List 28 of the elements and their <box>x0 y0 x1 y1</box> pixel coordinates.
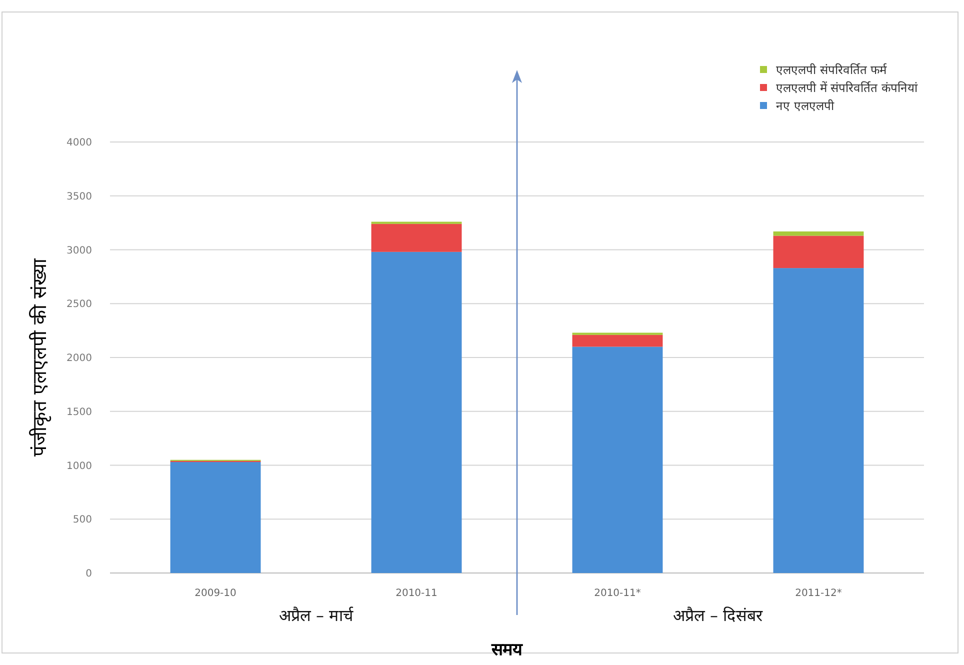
y-tick-label: 2000 <box>66 353 92 364</box>
bar <box>572 346 663 573</box>
y-tick-label: 0 <box>86 568 92 580</box>
y-tick-label: 3500 <box>66 191 92 202</box>
y-tick-label: 4000 <box>66 138 92 148</box>
bar <box>773 231 864 236</box>
legend-label: एलएलपी में संपरिवर्तित कंपनियां <box>776 81 918 96</box>
bar <box>170 462 261 573</box>
text: अप्रैल – मार्च <box>278 606 354 625</box>
bar <box>371 224 462 252</box>
y-tick-label: 1500 <box>66 406 92 418</box>
y-tick-label: 2500 <box>66 299 92 310</box>
y-axis-title: पंजीकृत एलएलपी की संख्या <box>28 257 52 457</box>
legend-label: एलएलपी संपरिवर्तित फर्म <box>776 63 888 78</box>
y-tick-label: 3000 <box>66 245 92 256</box>
bar <box>773 236 864 268</box>
bar <box>773 268 864 573</box>
x-tick-label: 2010-11 <box>396 588 438 599</box>
x-axis-title: समय <box>490 640 524 660</box>
legend-label: नए एलएलपी <box>776 99 835 114</box>
y-tick-label: 1000 <box>66 460 92 472</box>
x-tick-label: 2011-12* <box>795 588 842 599</box>
bar <box>572 334 663 347</box>
x-tick-label: 2010-11* <box>594 588 641 599</box>
y-tick-label: 500 <box>72 514 92 526</box>
bar <box>371 252 462 573</box>
text: अप्रैल – दिसंबर <box>672 606 764 625</box>
x-tick-label: 2009-10 <box>194 588 236 599</box>
